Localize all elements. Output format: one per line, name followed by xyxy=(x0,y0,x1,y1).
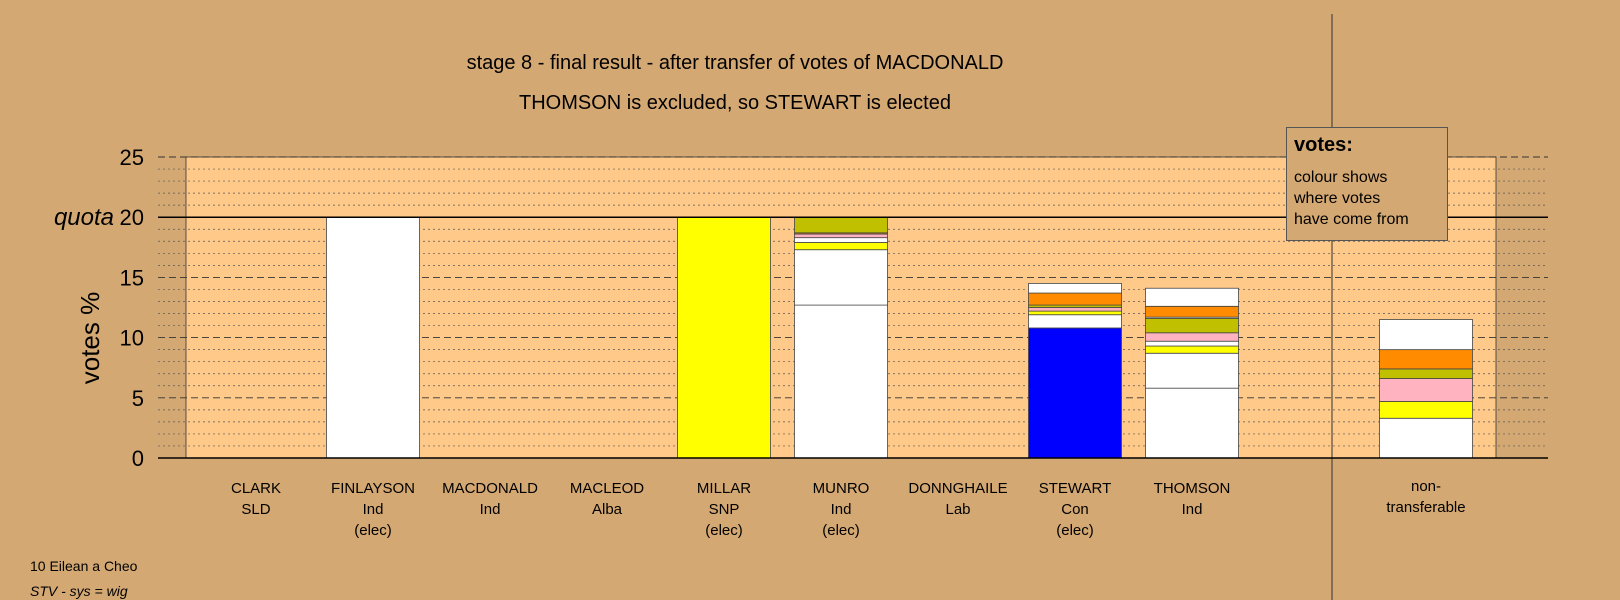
bar-segment xyxy=(1379,349,1473,370)
chart-subtitle: THOMSON is excluded, so STEWART is elect… xyxy=(519,92,951,114)
bar-segment xyxy=(794,242,888,251)
bar-segment xyxy=(1379,417,1473,459)
category-label: MUNRO Ind (elec) xyxy=(781,478,901,541)
footer-system: STV - sys = wig xyxy=(30,583,128,599)
y-tick-label: 5 xyxy=(132,386,144,411)
bar-segment xyxy=(1379,378,1473,402)
bar-segment xyxy=(794,233,888,239)
category-name: CLARK xyxy=(230,480,282,497)
bar-segment xyxy=(1028,314,1122,329)
y-axis-label: votes % xyxy=(75,292,105,385)
category-party: transferable xyxy=(1386,499,1466,516)
bar-segment xyxy=(1028,310,1122,316)
bar-segment xyxy=(1145,332,1239,342)
footer-ward: 10 Eilean a Cheo xyxy=(30,558,138,574)
bar-segment xyxy=(1145,305,1239,318)
bar-segment xyxy=(1145,340,1239,347)
category-label: MACLEOD Alba xyxy=(547,478,667,520)
legend-box: votes: colour shows where votes have com… xyxy=(1286,127,1448,241)
bar-segment xyxy=(1028,307,1122,312)
category-name: MILLAR xyxy=(696,480,752,497)
y-tick-label: 10 xyxy=(120,326,144,351)
bar-segment xyxy=(794,304,888,459)
category-status: (elec) xyxy=(1056,522,1094,539)
category-party: Ind xyxy=(1181,501,1203,518)
category-status: (elec) xyxy=(705,522,743,539)
category-name: FINLAYSON xyxy=(331,480,415,497)
category-party: Ind xyxy=(479,501,501,518)
y-tick-label: 0 xyxy=(132,446,144,471)
category-status: (elec) xyxy=(354,522,392,539)
bar-segment xyxy=(1379,368,1473,379)
category-name: MUNRO xyxy=(812,480,870,497)
category-name: STEWART xyxy=(1038,480,1112,497)
y-tick-label: 15 xyxy=(120,265,144,290)
bar-segment xyxy=(326,216,420,459)
category-label: CLARK SLD xyxy=(196,478,316,520)
category-party: SLD xyxy=(241,501,271,518)
bar-segment xyxy=(1379,401,1473,419)
legend-title: votes: xyxy=(1294,134,1353,156)
category-label: FINLAYSON Ind (elec) xyxy=(313,478,433,541)
category-party: Lab xyxy=(945,501,971,518)
category-name: MACDONALD xyxy=(442,480,538,497)
category-name: non- xyxy=(1410,478,1442,495)
bar-segment xyxy=(1028,283,1122,294)
category-label: MACDONALD Ind xyxy=(430,478,550,520)
bar-segment xyxy=(794,237,888,243)
bar-segment xyxy=(677,216,771,459)
bar-segment xyxy=(794,216,888,234)
category-party: Alba xyxy=(591,501,623,518)
y-tick-label: 20 xyxy=(120,205,144,230)
quota-label: quota xyxy=(54,204,114,231)
category-party: Ind xyxy=(362,501,384,518)
category-label: THOMSON Ind xyxy=(1132,478,1252,520)
category-label: non-transferable xyxy=(1366,476,1486,518)
bar-segment xyxy=(794,249,888,306)
bar-segment xyxy=(1028,292,1122,306)
bar-segment xyxy=(1145,352,1239,389)
bar-segment xyxy=(1145,345,1239,354)
chart-title: stage 8 - final result - after transfer … xyxy=(466,52,1004,74)
category-label: MILLAR SNP (elec) xyxy=(664,478,784,541)
category-name: DONNGHAILE xyxy=(908,480,1008,497)
category-party: Con xyxy=(1061,501,1089,518)
category-party: SNP xyxy=(708,501,740,518)
y-tick-label: 25 xyxy=(120,145,144,170)
category-status: (elec) xyxy=(822,522,860,539)
category-name: MACLEOD xyxy=(569,480,645,497)
bar-segment xyxy=(1145,387,1239,459)
bar-segment xyxy=(1145,287,1239,307)
category-label: STEWART Con (elec) xyxy=(1015,478,1135,541)
bar-segment xyxy=(1028,327,1122,459)
bar-segment xyxy=(1145,317,1239,334)
bar-segment xyxy=(1379,319,1473,351)
category-party: Ind xyxy=(830,501,852,518)
category-label: DONNGHAILE Lab xyxy=(898,478,1018,520)
legend-text: colour shows where votes have come from xyxy=(1294,169,1409,228)
category-name: THOMSON xyxy=(1153,480,1231,497)
